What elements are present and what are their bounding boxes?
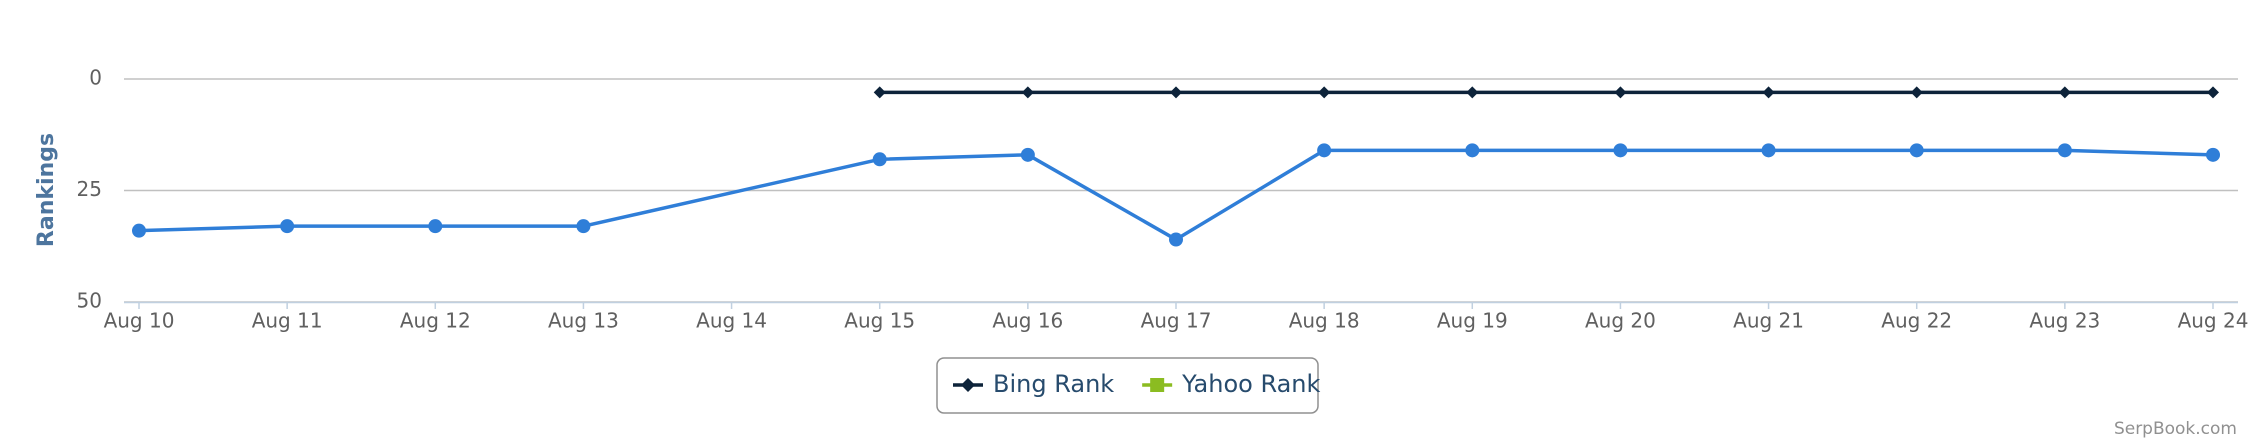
x-tick-label: Aug 14 [696,309,767,333]
x-tick-label: Aug 22 [1881,309,1952,333]
point-marker [1465,143,1480,158]
point-marker [873,86,886,99]
point-marker [1762,86,1775,99]
x-tick-label: Aug 20 [1585,309,1656,333]
legend-label: Bing Rank [993,370,1114,398]
point-marker [1170,86,1182,99]
point-marker [1614,86,1627,99]
point-marker [2206,147,2220,162]
legend-box [936,357,1319,414]
credit: SerpBook.com [2114,419,2237,439]
point-marker [1909,143,1924,158]
point-marker [132,223,146,238]
point-marker [1021,86,1034,99]
point-marker [872,152,887,167]
point-marker [1466,86,1479,99]
point-marker [1318,86,1331,99]
series-line [138,148,2214,242]
x-tick-label: Aug 13 [548,309,619,333]
x-tick-label: Aug 21 [1733,309,1804,333]
x-tick-label: Aug 11 [252,309,323,333]
point-marker [1613,143,1628,158]
point-marker [1020,147,1035,162]
point-marker [1317,143,1332,158]
x-tick-label: Aug 16 [992,309,1063,333]
y-axis-title: Rankings [34,133,59,247]
point-marker [1150,378,1165,392]
x-tick-label: Aug 15 [844,309,915,333]
point-marker [1169,232,1183,247]
point-marker [2057,143,2072,158]
y-tick-label: 25 [77,177,102,201]
x-tick-label: Aug 18 [1289,309,1360,333]
x-tick-label: Aug 12 [400,309,471,333]
point-marker [1761,143,1776,158]
point-marker [576,219,591,234]
point-marker [280,219,295,234]
point-marker [1910,86,1923,99]
y-tick-label: 50 [77,289,102,313]
point-marker [961,378,975,392]
x-tick-label: Aug 24 [2178,309,2249,333]
x-tick-label: Aug 17 [1141,309,1212,333]
x-tick-label: Aug 23 [2029,309,2100,333]
point-marker [2058,86,2071,99]
legend-label: Yahoo Rank [1181,370,1320,398]
x-tick-label: Aug 19 [1437,309,1508,333]
point-marker [2207,86,2219,99]
point-marker [428,219,443,234]
x-tick-label: Aug 10 [104,309,175,333]
y-tick-label: 0 [89,66,102,90]
